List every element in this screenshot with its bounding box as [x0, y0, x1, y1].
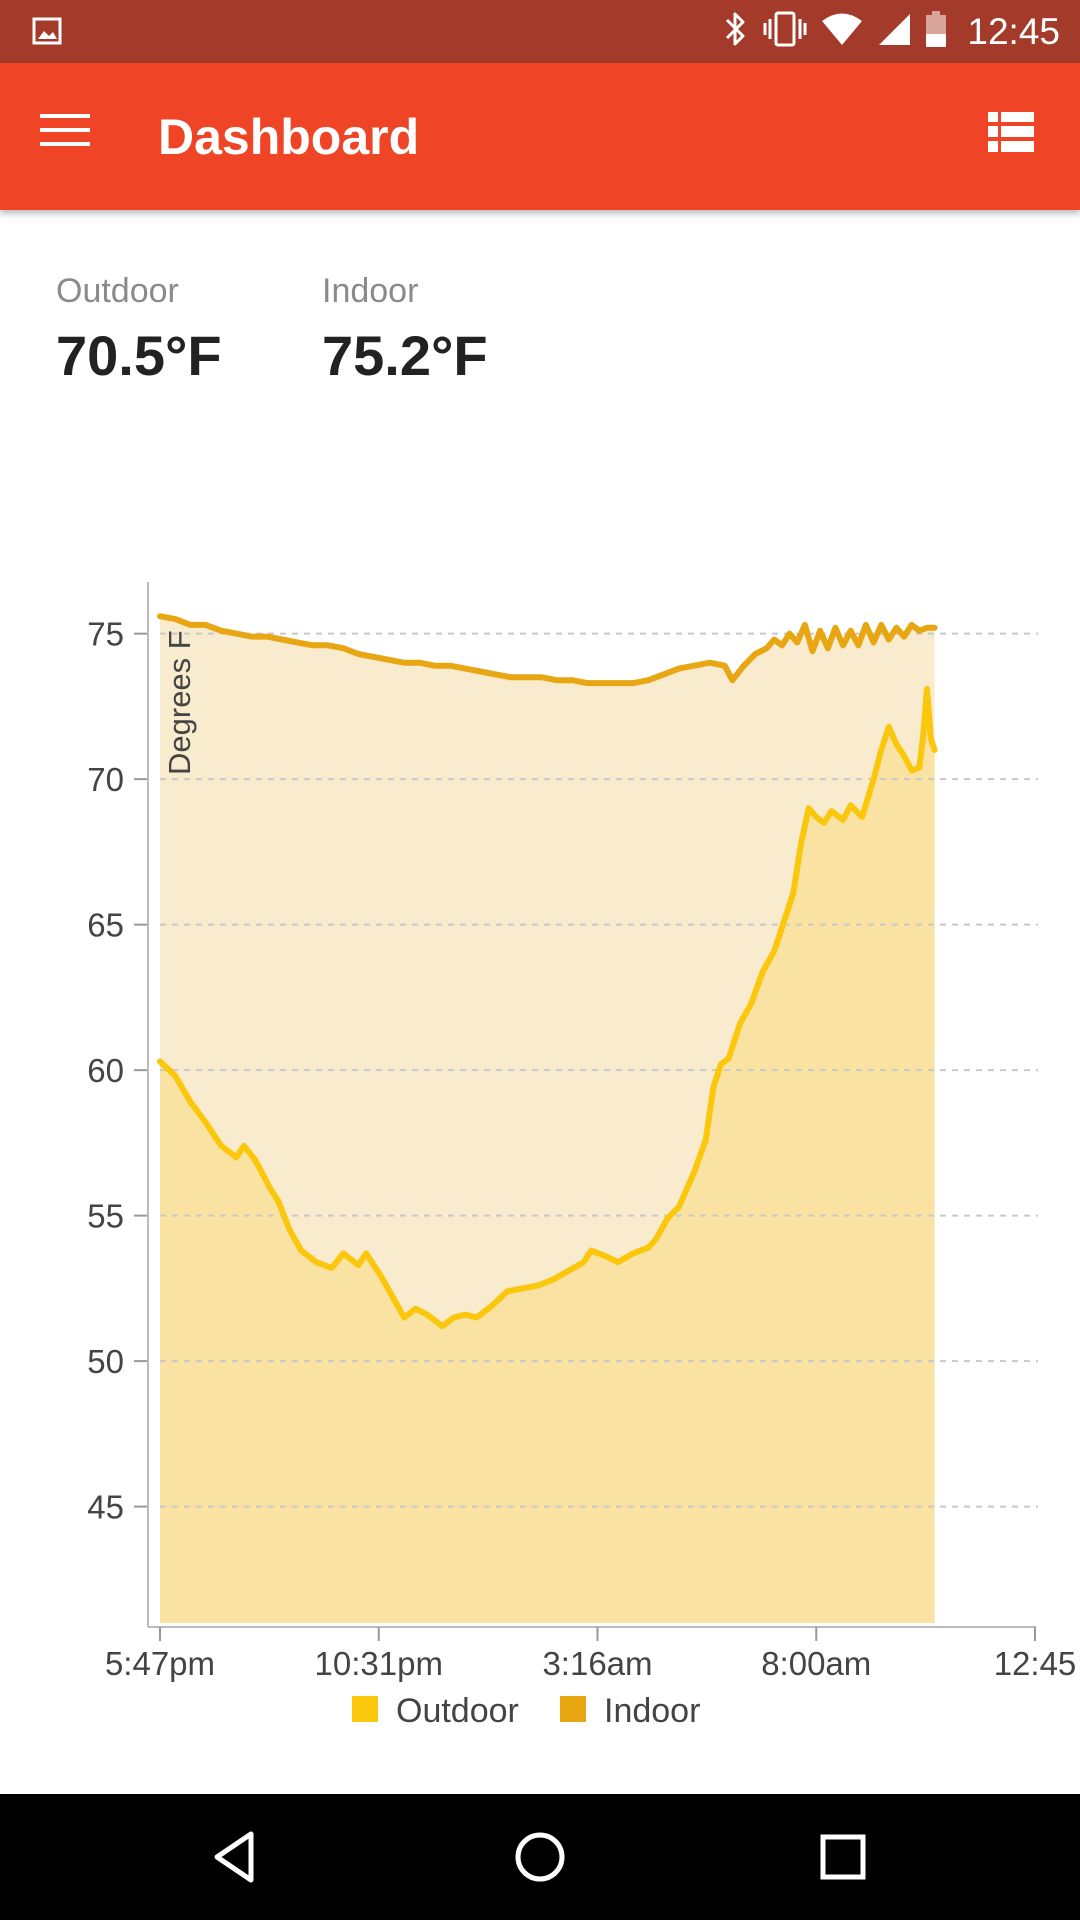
outdoor-label: Outdoor — [56, 272, 179, 310]
outdoor-reading: Outdoor 70.5°F — [56, 270, 222, 388]
series-area-outdoor — [160, 688, 935, 1623]
status-bar: 12:45 — [0, 0, 1080, 63]
recents-icon — [820, 1834, 866, 1880]
signal-icon — [877, 12, 911, 51]
vibrate-icon — [763, 11, 807, 52]
home-icon — [515, 1832, 565, 1882]
legend-swatch-outdoor — [352, 1696, 378, 1722]
y-tick-label: 65 — [87, 907, 124, 944]
y-tick-label: 50 — [87, 1343, 124, 1380]
status-time: 12:45 — [967, 10, 1060, 52]
image-icon — [32, 17, 62, 50]
app-bar: Dashboard — [0, 63, 1080, 210]
back-icon — [214, 1831, 254, 1883]
x-tick-label: 5:47pm — [105, 1645, 215, 1682]
wifi-icon — [821, 12, 863, 51]
indoor-value: 75.2°F — [322, 324, 488, 387]
legend-label-outdoor: Outdoor — [396, 1692, 519, 1730]
home-button[interactable] — [507, 1824, 573, 1890]
list-view-button[interactable] — [988, 112, 1040, 162]
navigation-bar — [0, 1794, 1080, 1920]
bluetooth-icon — [723, 10, 749, 53]
y-tick-label: 45 — [87, 1489, 124, 1526]
temperature-chart: 45 50 55 60 65 70 75 5:47pm 10:31pm 3:16am 8:00am 1… — [87, 582, 1077, 1730]
y-tick-label: 60 — [87, 1052, 124, 1089]
menu-button[interactable] — [40, 112, 106, 162]
page-title: Dashboard — [158, 109, 420, 165]
list-view-icon — [988, 112, 1034, 152]
series-line-outdoor — [157, 685, 938, 1330]
recents-button[interactable] — [810, 1824, 876, 1890]
x-tick-label: 8:00am — [761, 1645, 871, 1682]
legend-label-indoor: Indoor — [604, 1692, 700, 1730]
x-tick-label: 10:31pm — [315, 1645, 443, 1682]
x-tick-label: 3:16am — [542, 1645, 652, 1682]
outdoor-value: 70.5°F — [56, 324, 222, 387]
y-axis-label: Degrees F — [162, 630, 197, 775]
menu-icon — [40, 114, 90, 146]
x-tick-label: 12:45 — [994, 1645, 1077, 1682]
back-button[interactable] — [203, 1824, 269, 1890]
series-line-indoor — [157, 613, 938, 687]
indoor-reading: Indoor 75.2°F — [322, 270, 488, 388]
battery-icon — [925, 10, 947, 53]
indoor-label: Indoor — [322, 272, 419, 310]
y-tick-label: 75 — [87, 616, 124, 653]
legend-swatch-indoor — [560, 1696, 586, 1722]
y-tick-label: 70 — [87, 761, 124, 798]
y-tick-label: 55 — [87, 1198, 124, 1235]
